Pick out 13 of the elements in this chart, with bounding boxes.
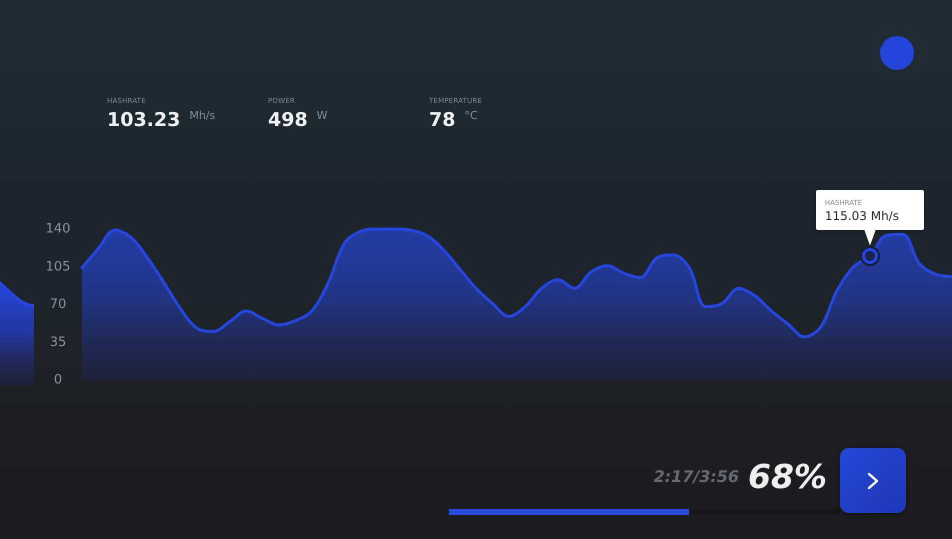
- y-tick-label: 35: [50, 334, 66, 350]
- y-tick-label: 140: [46, 222, 70, 236]
- y-tick-label: 70: [50, 297, 66, 312]
- y-tick-label: 105: [46, 259, 70, 274]
- text: °C: [464, 109, 478, 122]
- text: 103.23: [107, 109, 180, 131]
- text: 2:17/3:56: [654, 467, 739, 486]
- text: W: [316, 109, 328, 122]
- text: 78: [429, 109, 456, 131]
- y-tick-label: 0: [54, 372, 62, 388]
- text: 68%: [748, 457, 827, 496]
- text: 498: [268, 109, 308, 131]
- text: Mh/s: [189, 109, 216, 122]
